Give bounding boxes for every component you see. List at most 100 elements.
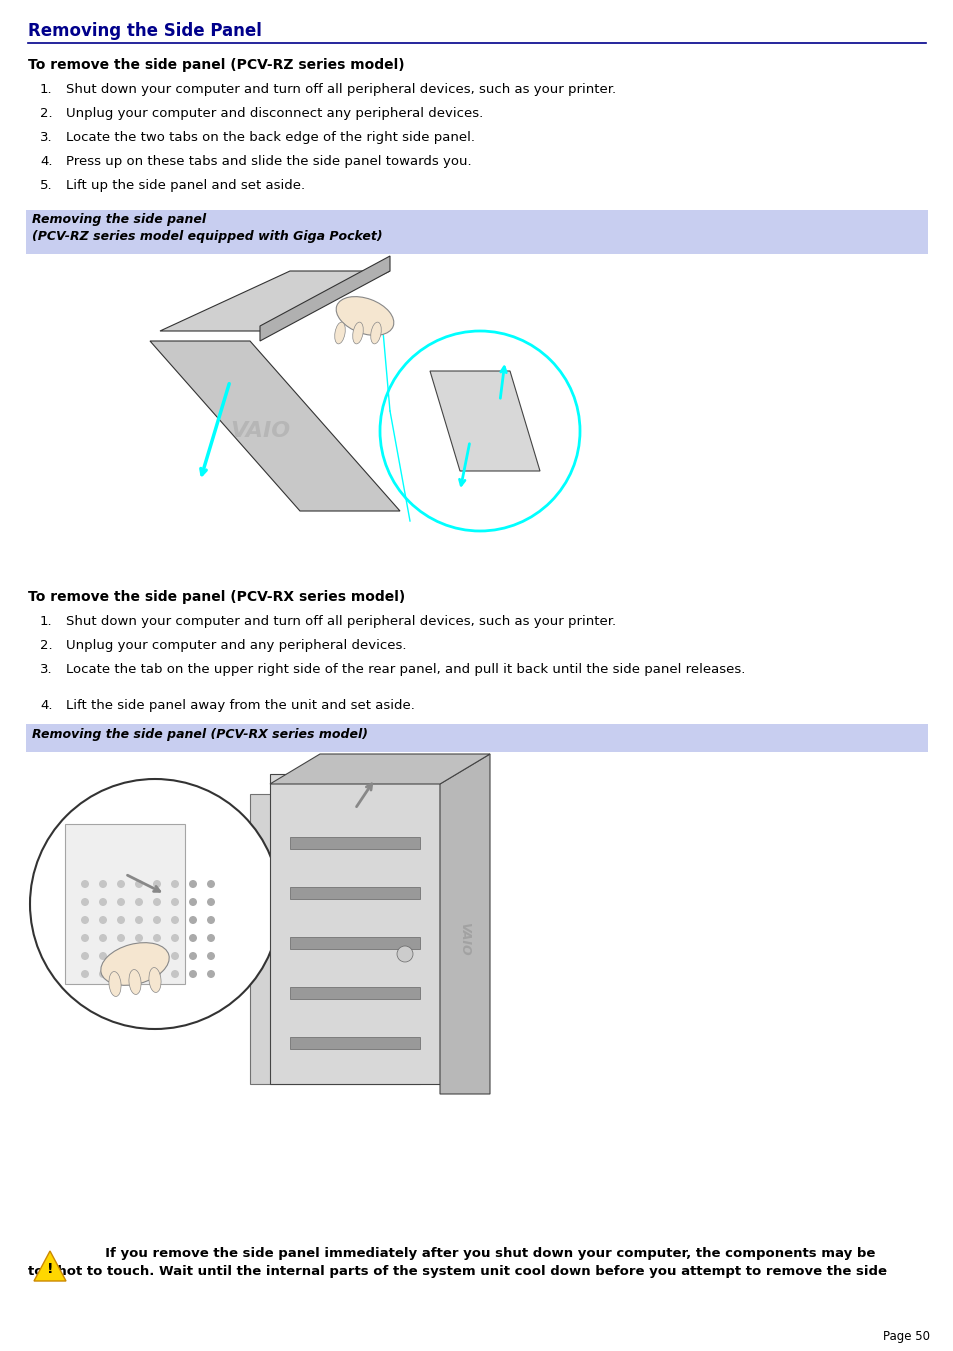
Polygon shape [270,754,490,784]
FancyBboxPatch shape [26,724,927,753]
Text: If you remove the side panel immediately after you shut down your computer, the : If you remove the side panel immediately… [82,1247,875,1260]
Circle shape [152,916,161,924]
Circle shape [207,916,214,924]
Circle shape [99,898,107,907]
Circle shape [171,880,179,888]
Circle shape [189,952,196,961]
Circle shape [152,880,161,888]
Circle shape [117,880,125,888]
Circle shape [152,952,161,961]
Circle shape [152,934,161,942]
Circle shape [135,934,143,942]
Text: VAIO: VAIO [458,923,471,955]
Text: Page 50: Page 50 [882,1329,929,1343]
Circle shape [189,880,196,888]
Circle shape [207,898,214,907]
Text: 1.: 1. [40,82,52,96]
Polygon shape [160,272,390,331]
FancyBboxPatch shape [28,754,925,1124]
Circle shape [135,916,143,924]
Circle shape [171,934,179,942]
Text: To remove the side panel (PCV-RX series model): To remove the side panel (PCV-RX series … [28,590,405,604]
Circle shape [152,970,161,978]
Circle shape [171,898,179,907]
Ellipse shape [129,970,141,994]
Bar [290,988,419,998]
Circle shape [99,880,107,888]
Text: 3.: 3. [40,131,52,145]
Text: Shut down your computer and turn off all peripheral devices, such as your printe: Shut down your computer and turn off all… [66,615,616,628]
Ellipse shape [353,322,363,345]
Circle shape [117,916,125,924]
Text: Unplug your computer and any peripheral devices.: Unplug your computer and any peripheral … [66,639,406,653]
Text: 3.: 3. [40,663,52,676]
Text: Unplug your computer and disconnect any peripheral devices.: Unplug your computer and disconnect any … [66,107,483,120]
Text: Removing the side panel (PCV-RX series model): Removing the side panel (PCV-RX series m… [32,728,368,740]
Polygon shape [250,794,419,1084]
Text: Lift the side panel away from the unit and set aside.: Lift the side panel away from the unit a… [66,698,415,712]
Circle shape [99,970,107,978]
Circle shape [135,880,143,888]
Circle shape [99,952,107,961]
Polygon shape [150,340,399,511]
Circle shape [207,880,214,888]
FancyBboxPatch shape [26,209,927,254]
Text: VAIO: VAIO [230,422,290,440]
Circle shape [117,952,125,961]
Circle shape [207,934,214,942]
Bar [270,774,439,1084]
Bar [290,888,419,898]
Text: 4.: 4. [40,155,52,168]
Bar [290,938,419,948]
Circle shape [81,898,89,907]
Polygon shape [430,372,539,471]
Circle shape [171,916,179,924]
Text: Shut down your computer and turn off all peripheral devices, such as your printe: Shut down your computer and turn off all… [66,82,616,96]
Ellipse shape [335,322,345,345]
Polygon shape [439,754,490,1094]
Circle shape [189,934,196,942]
Ellipse shape [335,297,394,335]
Text: 2.: 2. [40,107,52,120]
FancyBboxPatch shape [28,255,925,566]
Bar [290,1038,419,1048]
Text: !: ! [47,1262,53,1275]
Circle shape [189,916,196,924]
Polygon shape [260,255,390,340]
Polygon shape [34,1251,66,1281]
Circle shape [189,898,196,907]
Text: Locate the tab on the upper right side of the rear panel, and pull it back until: Locate the tab on the upper right side o… [66,663,744,676]
Ellipse shape [371,322,381,345]
Text: Lift up the side panel and set aside.: Lift up the side panel and set aside. [66,178,305,192]
Circle shape [135,952,143,961]
Text: 4.: 4. [40,698,52,712]
Circle shape [117,970,125,978]
Text: 2.: 2. [40,639,52,653]
Text: Removing the side panel: Removing the side panel [32,213,206,226]
Circle shape [81,916,89,924]
Circle shape [81,880,89,888]
Polygon shape [65,824,185,984]
Text: 5.: 5. [40,178,52,192]
Circle shape [135,970,143,978]
Text: 1.: 1. [40,615,52,628]
Circle shape [396,946,413,962]
Circle shape [99,934,107,942]
Circle shape [135,898,143,907]
Text: Press up on these tabs and slide the side panel towards you.: Press up on these tabs and slide the sid… [66,155,471,168]
Circle shape [171,952,179,961]
Circle shape [30,780,280,1029]
Circle shape [81,934,89,942]
Ellipse shape [109,971,121,997]
Ellipse shape [149,967,161,993]
Text: (PCV-RZ series model equipped with Giga Pocket): (PCV-RZ series model equipped with Giga … [32,230,382,243]
Text: too hot to touch. Wait until the internal parts of the system unit cool down bef: too hot to touch. Wait until the interna… [28,1265,886,1278]
Circle shape [189,970,196,978]
Circle shape [207,952,214,961]
Ellipse shape [101,943,169,985]
Text: To remove the side panel (PCV-RZ series model): To remove the side panel (PCV-RZ series … [28,58,404,72]
Circle shape [207,970,214,978]
Circle shape [81,970,89,978]
Circle shape [152,898,161,907]
Bar [290,838,419,848]
